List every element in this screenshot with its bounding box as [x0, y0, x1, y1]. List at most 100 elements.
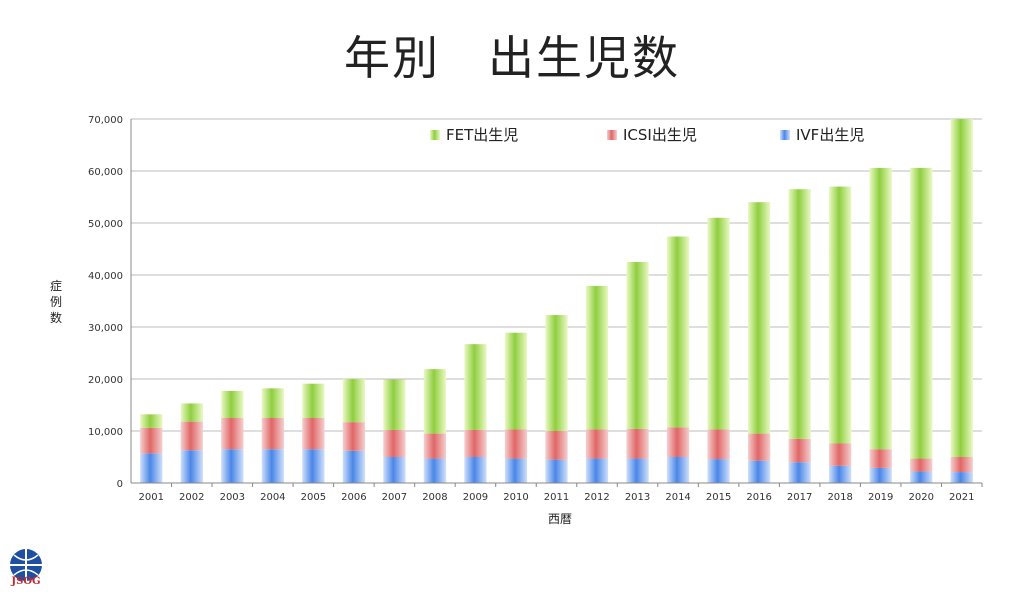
x-tick-label: 2010: [503, 492, 528, 503]
bar-segment: [707, 217, 730, 430]
bar-segment: [504, 332, 528, 430]
bar-segment: [585, 458, 609, 483]
bar-segment: [545, 431, 568, 460]
legend-swatch: [607, 130, 617, 140]
jsog-logo-text: JSOG: [11, 576, 41, 587]
bar-segment: [666, 427, 690, 457]
bar-segment: [788, 462, 811, 483]
bar-segment: [869, 467, 892, 483]
x-tick-label: 2005: [301, 492, 326, 503]
bar-segment: [261, 418, 284, 450]
y-tick-label: 70,000: [88, 115, 123, 126]
y-axis-label: 症例数: [49, 279, 62, 325]
bar-segment: [342, 450, 366, 483]
bar-segment: [504, 429, 528, 459]
x-tick-label: 2021: [949, 492, 974, 503]
bar-segment: [910, 471, 933, 483]
x-tick-label: 2015: [706, 492, 731, 503]
bar-segment: [950, 119, 973, 457]
y-tick-label: 50,000: [88, 219, 123, 230]
bar-segment: [221, 449, 244, 483]
x-tick-label: 2002: [179, 492, 204, 503]
bar-segment: [464, 429, 487, 457]
bar-segment: [869, 449, 892, 468]
y-tick-label: 60,000: [88, 167, 123, 178]
bar-segment: [302, 383, 325, 418]
bar-segment: [585, 285, 609, 430]
y-tick-label: 40,000: [88, 271, 123, 282]
legend-swatch: [430, 130, 440, 140]
legend-label: FET出生児: [446, 126, 518, 144]
bar-segment: [829, 465, 852, 483]
y-tick-label: 0: [117, 479, 123, 490]
jsog-logo: [10, 549, 42, 581]
x-tick-label: 2001: [139, 492, 164, 503]
x-tick-label: 2011: [544, 492, 569, 503]
bar-segment: [423, 433, 447, 459]
bar-segment: [910, 458, 933, 472]
x-tick-label: 2020: [908, 492, 933, 503]
bar-segment: [383, 379, 406, 430]
y-tick-label: 30,000: [88, 323, 123, 334]
bar-segment: [626, 428, 649, 459]
bar-segment: [788, 438, 811, 463]
bar-segment: [464, 457, 487, 483]
y-tick-label: 20,000: [88, 375, 123, 386]
bar-segment: [585, 429, 609, 459]
x-axis-label: 西暦: [547, 512, 572, 526]
axes: 0 10,000 20,000 30,000 40,000 50,000 60,000 70,…: [88, 115, 983, 503]
y-tick-label: 10,000: [88, 427, 123, 438]
x-tick-label: 2014: [665, 492, 690, 503]
x-tick-label: 2008: [422, 492, 447, 503]
bar-segment: [342, 422, 366, 451]
bar-segment: [261, 449, 284, 483]
bar-segment: [747, 460, 771, 483]
legend-label: IVF出生児: [796, 126, 864, 144]
bar-segment: [545, 315, 568, 431]
x-tick-label: 2003: [220, 492, 245, 503]
bar-segment: [626, 458, 649, 483]
bar-segment: [950, 457, 973, 473]
x-tick-label: 2013: [625, 492, 650, 503]
bar-segment: [464, 344, 487, 430]
legend: FET出生児 ICSI出生児 IVF出生児: [430, 126, 864, 144]
bar-segment: [140, 453, 163, 483]
x-tick-label: 2017: [787, 492, 812, 503]
x-tick-label: 2007: [382, 492, 407, 503]
bar-segment: [707, 459, 730, 483]
legend-label: ICSI出生児: [623, 126, 697, 144]
bar-segment: [261, 388, 284, 418]
x-tick-label: 2018: [827, 492, 852, 503]
bar-segment: [950, 472, 973, 483]
bar-segment: [140, 427, 163, 454]
x-tick-label: 2016: [746, 492, 771, 503]
bar-segment: [221, 390, 244, 418]
bar-segment: [666, 457, 690, 483]
bar-segment: [423, 369, 447, 434]
bar-segment: [302, 449, 325, 483]
x-tick-label: 2004: [260, 492, 285, 503]
bar-segment: [829, 443, 852, 466]
bar-segment: [221, 418, 244, 450]
x-tick-label: 2006: [341, 492, 366, 503]
bar-segment: [545, 459, 568, 483]
bar-segment: [180, 421, 203, 451]
bar-segment: [869, 167, 892, 450]
bar-segment: [788, 189, 811, 439]
bar-segment: [910, 167, 933, 459]
bar-segment: [666, 236, 690, 428]
bar-segment: [747, 433, 771, 461]
bar-segment: [504, 458, 528, 483]
x-tick-label: 2012: [584, 492, 609, 503]
bar-segment: [180, 403, 203, 422]
bar-segment: [707, 429, 730, 460]
legend-swatch: [780, 130, 790, 140]
bar-segment: [829, 186, 852, 444]
x-tick-label: 2019: [868, 492, 893, 503]
page-title: 年別 出生児数: [344, 31, 680, 85]
bar-segment: [180, 450, 203, 483]
bar-segment: [383, 429, 406, 457]
bar-segment: [423, 458, 447, 483]
bar-segment: [626, 262, 649, 429]
